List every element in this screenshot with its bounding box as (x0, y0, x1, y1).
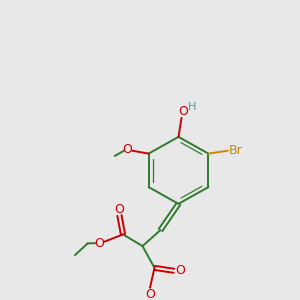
Text: Br: Br (229, 144, 242, 157)
Text: O: O (176, 264, 185, 277)
Text: O: O (145, 288, 154, 300)
Text: O: O (94, 237, 104, 250)
Text: O: O (115, 202, 124, 216)
Text: O: O (122, 143, 132, 156)
Text: O: O (178, 105, 188, 118)
Text: H: H (188, 102, 196, 112)
